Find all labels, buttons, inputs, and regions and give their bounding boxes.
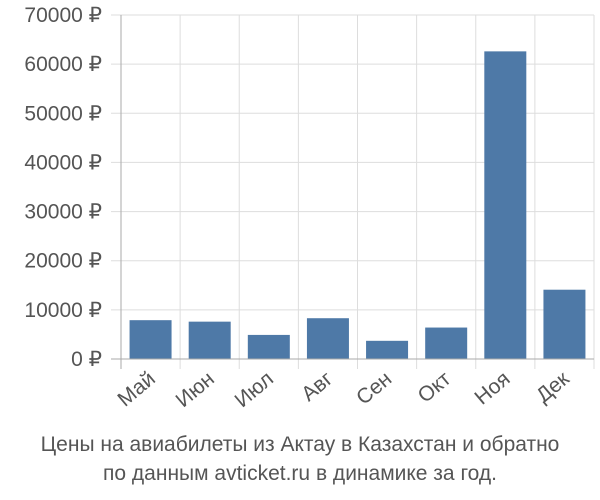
y-tick-label: 40000 ₽ — [24, 151, 102, 174]
bar-3 — [247, 334, 290, 359]
x-tick-label: Окт — [414, 367, 456, 408]
x-tick-label: Июл — [231, 367, 278, 412]
bar-layer — [129, 51, 586, 359]
x-tick-label: Дек — [532, 367, 574, 408]
y-tick-label: 30000 ₽ — [24, 201, 102, 224]
y-tick-label: 0 ₽ — [71, 348, 102, 371]
caption-line-1: Цены на авиабилеты из Актау в Казахстан … — [40, 433, 560, 456]
bar-5 — [366, 340, 409, 359]
bar-2 — [188, 321, 231, 359]
x-tick-label: Июн — [172, 367, 219, 412]
bar-1 — [129, 320, 172, 359]
bar-7 — [484, 51, 527, 359]
x-tick-label: Авг — [297, 367, 337, 406]
x-tick-label: Сен — [352, 367, 396, 409]
y-tick-label: 60000 ₽ — [24, 53, 102, 76]
y-tick-label: 50000 ₽ — [24, 102, 102, 125]
y-tick-label: 10000 ₽ — [24, 299, 102, 322]
bar-4 — [306, 318, 349, 359]
grid-layer — [111, 14, 595, 369]
x-tick-label: Ноя — [470, 367, 514, 409]
x-tick-label: Май — [113, 367, 159, 411]
bar-chart: 0 ₽ 10000 ₽ 20000 ₽ 30000 ₽ 40000 ₽ 50000 ₽ 60… — [24, 4, 595, 412]
chart-caption: Цены на авиабилеты из Актау в Казахстан … — [0, 430, 600, 488]
bar-6 — [425, 327, 468, 359]
y-tick-label: 70000 ₽ — [24, 4, 102, 27]
caption-line-2: по данным avticket.ru в динамике за год. — [103, 462, 497, 485]
bar-8 — [543, 289, 586, 359]
y-tick-label: 20000 ₽ — [24, 250, 102, 273]
